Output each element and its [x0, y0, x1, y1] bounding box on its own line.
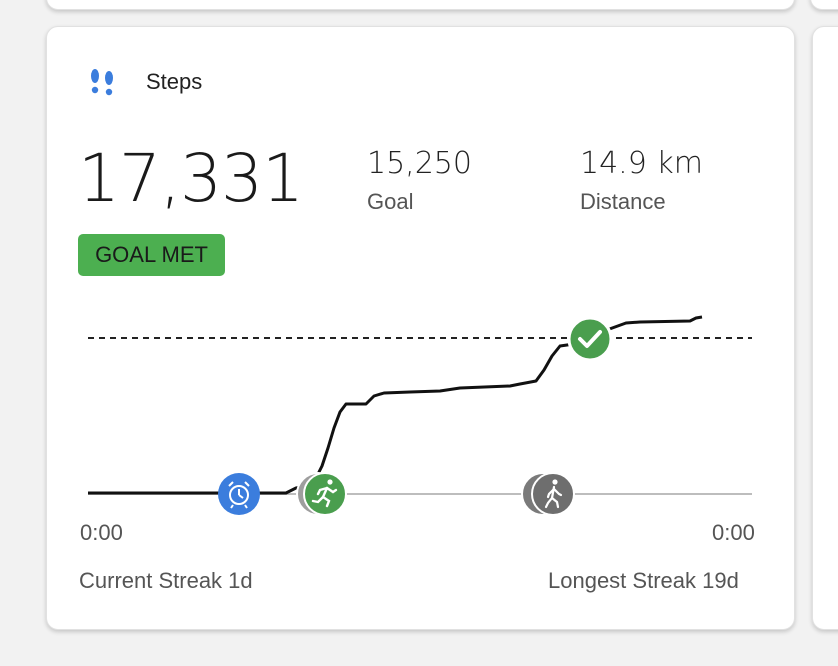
longest-streak: Longest Streak 19d — [548, 568, 739, 593]
goal-value: 15,250 — [367, 146, 472, 181]
adjacent-card — [812, 26, 838, 630]
step-count: 17,331 — [78, 140, 304, 217]
goal-label: Goal — [367, 189, 414, 214]
distance-value: 14.9 km — [580, 146, 703, 181]
previous-card — [46, 0, 795, 10]
distance-stat: 14.9 km Distance — [580, 146, 703, 215]
goal-stat: 15,250 Goal — [367, 146, 472, 215]
card-header: Steps — [86, 66, 202, 98]
steps-card[interactable] — [46, 26, 795, 630]
timeline-start-time: 0:00 — [80, 520, 123, 545]
timeline-end-time: 0:00 — [712, 520, 755, 545]
status-badge: GOAL MET — [78, 234, 225, 276]
card-title: Steps — [146, 69, 203, 94]
current-streak: Current Streak 1d — [79, 568, 253, 593]
previous-card-right — [810, 0, 838, 10]
distance-label: Distance — [580, 189, 666, 214]
footprints-icon — [91, 69, 113, 96]
